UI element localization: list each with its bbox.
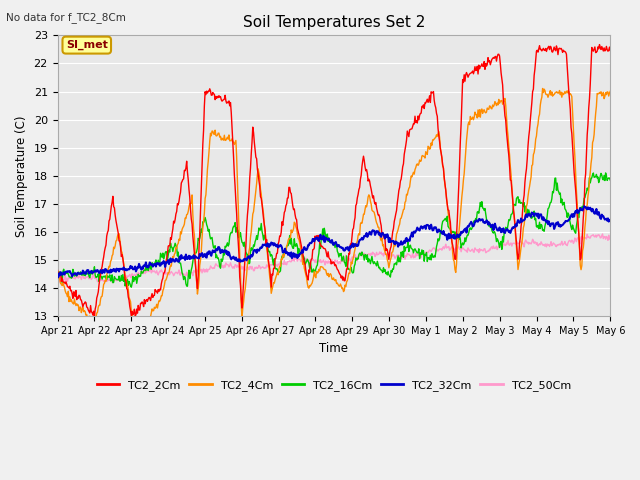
Line: TC2_4Cm: TC2_4Cm (58, 88, 611, 343)
TC2_32Cm (418, 224, 426, 230)
TC2_50Cm (206, 266, 214, 272)
TC2_16Cm (127, 284, 135, 290)
TC2_4Cm (207, 131, 214, 136)
TC2_50Cm (607, 237, 614, 242)
TC2_4Cm (64, 294, 72, 300)
TC2_2Cm (207, 88, 214, 94)
TC2_32Cm (65, 269, 72, 275)
Line: TC2_50Cm: TC2_50Cm (58, 234, 611, 284)
Line: TC2_16Cm: TC2_16Cm (58, 173, 611, 287)
TC2_2Cm (64, 284, 72, 289)
TC2_2Cm (122, 277, 129, 283)
TC2_4Cm (607, 88, 614, 94)
Line: TC2_2Cm: TC2_2Cm (58, 45, 611, 317)
TC2_2Cm (54, 267, 61, 273)
TC2_32Cm (580, 204, 588, 209)
Text: No data for f_TC2_8Cm: No data for f_TC2_8Cm (6, 12, 126, 23)
TC2_16Cm (177, 264, 185, 270)
TC2_16Cm (402, 244, 410, 250)
TC2_50Cm (599, 231, 607, 237)
TC2_32Cm (122, 267, 129, 273)
TC2_16Cm (64, 270, 72, 276)
Line: TC2_32Cm: TC2_32Cm (58, 206, 611, 277)
TC2_2Cm (607, 48, 614, 53)
TC2_16Cm (207, 236, 214, 242)
TC2_32Cm (207, 252, 214, 257)
TC2_50Cm (401, 256, 409, 262)
Text: SI_met: SI_met (66, 40, 108, 50)
TC2_32Cm (177, 252, 185, 258)
TC2_32Cm (607, 217, 614, 223)
TC2_4Cm (418, 153, 426, 159)
TC2_50Cm (120, 275, 128, 280)
TC2_4Cm (120, 265, 128, 271)
Title: Soil Temperatures Set 2: Soil Temperatures Set 2 (243, 15, 425, 30)
TC2_16Cm (120, 275, 128, 280)
TC2_4Cm (402, 198, 410, 204)
Legend: TC2_2Cm, TC2_4Cm, TC2_16Cm, TC2_32Cm, TC2_50Cm: TC2_2Cm, TC2_4Cm, TC2_16Cm, TC2_32Cm, TC… (93, 375, 575, 395)
Y-axis label: Soil Temperature (C): Soil Temperature (C) (15, 115, 28, 237)
TC2_4Cm (133, 340, 141, 346)
TC2_4Cm (177, 231, 185, 237)
TC2_2Cm (177, 180, 185, 186)
X-axis label: Time: Time (319, 342, 348, 355)
TC2_50Cm (64, 278, 72, 284)
TC2_4Cm (54, 272, 61, 278)
TC2_32Cm (54, 272, 61, 278)
TC2_16Cm (418, 247, 426, 253)
TC2_16Cm (607, 177, 614, 183)
TC2_50Cm (54, 281, 61, 287)
TC2_2Cm (418, 104, 426, 109)
TC2_16Cm (54, 271, 61, 277)
TC2_32Cm (54, 275, 62, 280)
TC2_50Cm (177, 272, 184, 278)
TC2_32Cm (402, 236, 410, 242)
TC2_2Cm (402, 143, 410, 148)
TC2_4Cm (539, 85, 547, 91)
TC2_2Cm (91, 314, 99, 320)
TC2_2Cm (596, 42, 604, 48)
TC2_50Cm (417, 255, 425, 261)
TC2_16Cm (602, 170, 609, 176)
